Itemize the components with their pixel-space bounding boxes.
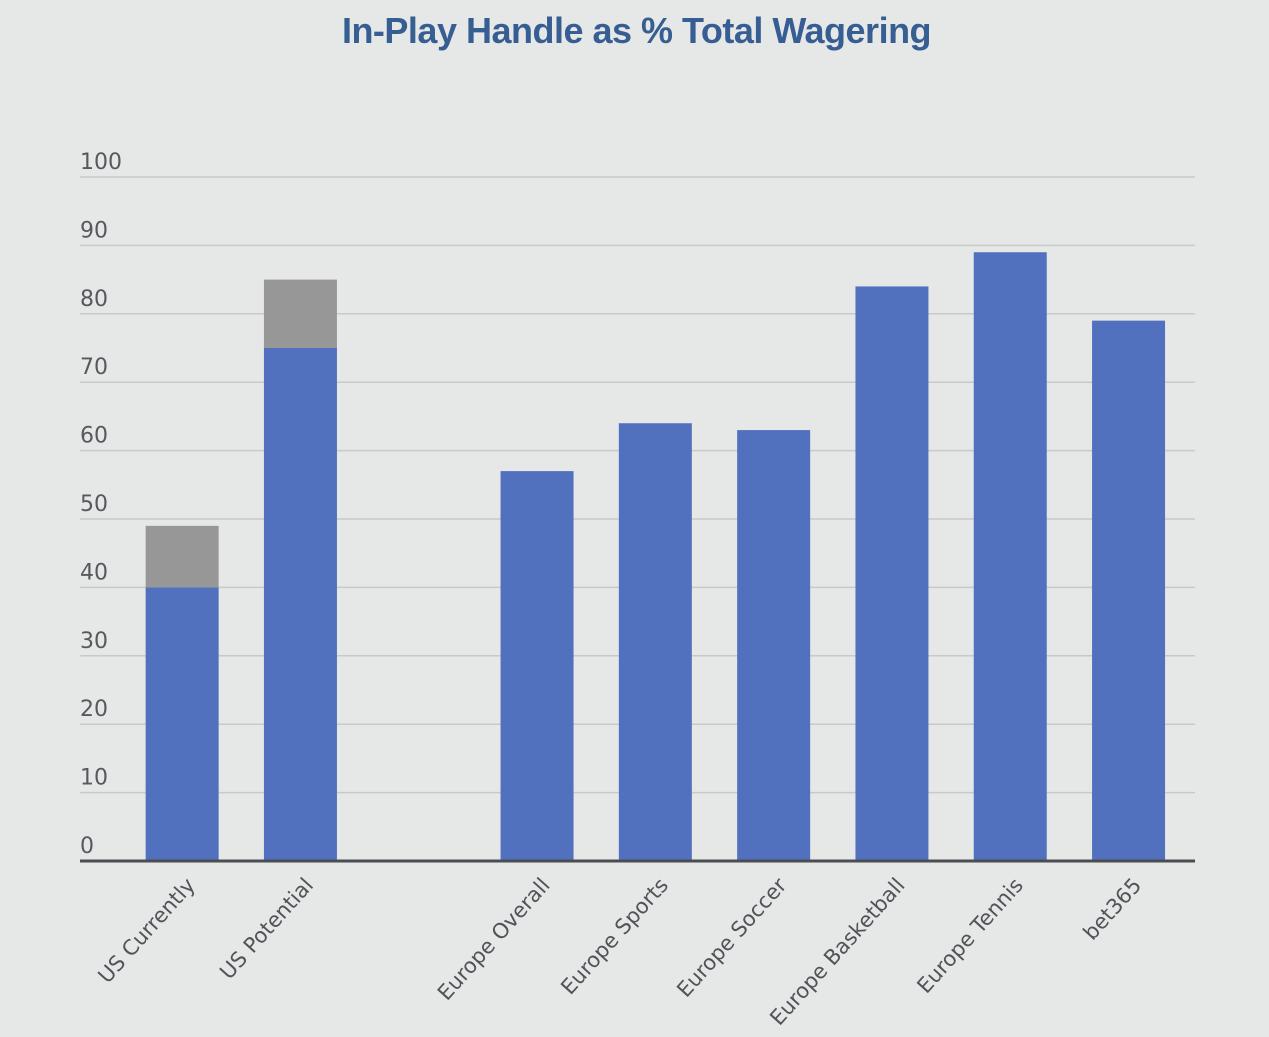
bar-primary — [737, 430, 811, 861]
bar-primary — [618, 423, 692, 861]
y-tick-label: 10 — [80, 766, 108, 791]
y-tick-label: 60 — [80, 424, 108, 449]
x-tick-label: Europe Tennis — [912, 873, 1028, 998]
bar-primary — [973, 252, 1047, 862]
bar-primary — [855, 286, 929, 861]
x-tick-label: bet365 — [1079, 873, 1147, 944]
y-tick-label: 100 — [80, 150, 122, 175]
bar-secondary — [263, 279, 337, 348]
y-tick-label: 40 — [80, 560, 108, 585]
bar-primary — [1092, 320, 1166, 861]
y-tick-label: 30 — [80, 629, 108, 654]
bar-primary — [263, 348, 337, 861]
bar-primary — [145, 587, 219, 861]
x-tick-label: US Currently — [93, 873, 200, 988]
y-tick-label: 80 — [80, 287, 108, 312]
x-tick-label: Europe Overall — [433, 873, 555, 1005]
x-tick-label: Europe Sports — [556, 873, 673, 999]
y-tick-label: 90 — [80, 218, 108, 243]
x-tick-label: Europe Basketball — [765, 873, 909, 1030]
x-tick-label: Europe Soccer — [672, 873, 791, 1002]
bar-primary — [500, 471, 574, 861]
x-tick-label: US Potential — [215, 873, 318, 984]
chart-title: In-Play Handle as % Total Wagering — [341, 10, 932, 51]
y-tick-label: 20 — [80, 697, 108, 722]
bar-secondary — [145, 525, 219, 588]
y-tick-label: 50 — [80, 492, 108, 517]
y-tick-label: 70 — [80, 355, 108, 380]
y-tick-label: 0 — [80, 834, 94, 859]
